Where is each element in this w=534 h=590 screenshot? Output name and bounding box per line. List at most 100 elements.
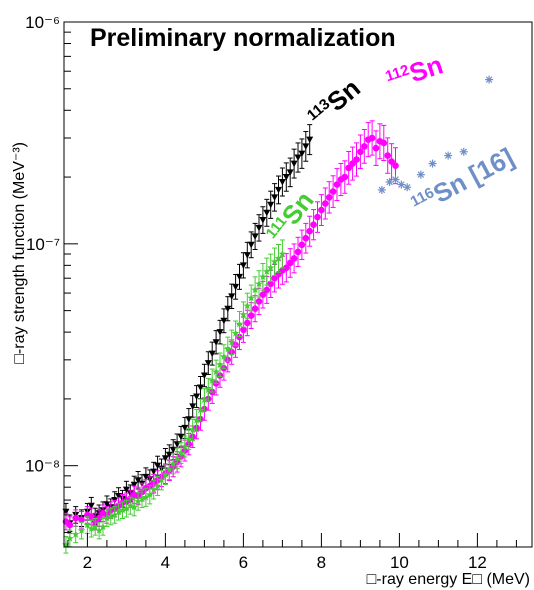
data-point	[306, 227, 314, 235]
data-point	[251, 233, 259, 240]
data-point	[193, 393, 201, 401]
y-axis-title: □-ray strength function (MeV⁻³)	[11, 142, 28, 364]
data-point	[263, 209, 271, 217]
data-point	[236, 333, 243, 341]
data-point	[286, 259, 294, 267]
data-point	[204, 360, 212, 367]
data-point	[200, 395, 209, 404]
data-point	[403, 183, 412, 192]
data-point	[243, 252, 251, 259]
data-point	[208, 350, 216, 358]
series-2	[62, 239, 287, 554]
x-tick-label: 4	[161, 553, 170, 572]
series-1	[62, 120, 399, 534]
data-point	[142, 473, 150, 481]
svg-text:112Sn: 112Sn	[383, 49, 447, 95]
data-point	[83, 521, 92, 529]
data-point	[255, 298, 263, 305]
data-point	[103, 501, 111, 508]
data-point	[384, 152, 392, 159]
data-point	[388, 158, 395, 165]
data-point	[212, 367, 220, 375]
data-point	[177, 449, 185, 457]
data-point	[72, 514, 79, 522]
data-point	[298, 150, 306, 158]
data-point	[294, 248, 302, 256]
data-point	[62, 540, 70, 548]
data-point	[149, 485, 158, 493]
data-point	[329, 188, 337, 195]
data-point	[235, 320, 244, 328]
data-point	[189, 403, 197, 410]
data-point	[77, 526, 86, 534]
data-point	[353, 156, 360, 163]
data-point	[146, 490, 154, 498]
data-point	[118, 506, 127, 514]
data-point	[130, 481, 138, 489]
data-point	[361, 143, 368, 150]
x-tick-label: 10	[390, 553, 409, 572]
data-point	[157, 476, 166, 484]
data-point	[142, 493, 150, 501]
label-112sn: 112Sn	[383, 49, 447, 95]
data-point	[87, 524, 96, 532]
data-point	[267, 201, 275, 209]
data-point	[255, 279, 263, 288]
svg-text:111Sn: 111Sn	[261, 186, 319, 249]
data-point	[286, 169, 294, 176]
data-point	[377, 185, 386, 194]
data-point	[270, 257, 279, 265]
data-point	[283, 264, 290, 272]
data-point	[134, 477, 142, 484]
data-point	[240, 326, 247, 334]
x-tick-label: 6	[239, 553, 248, 572]
data-point	[138, 494, 146, 502]
y-axis: 10⁻⁸ 10⁻⁷ 10⁻⁶	[25, 13, 78, 533]
data-point	[197, 384, 204, 392]
data-point	[247, 312, 255, 319]
data-point	[216, 360, 224, 368]
data-point	[266, 263, 275, 271]
data-point	[278, 179, 286, 186]
data-point	[294, 154, 302, 162]
data-point	[228, 293, 236, 300]
label-113sn: 113Sn	[304, 73, 366, 124]
data-point	[161, 455, 169, 462]
data-point	[239, 262, 247, 269]
data-point	[220, 317, 228, 325]
data-point	[181, 442, 189, 450]
data-point	[290, 160, 298, 168]
data-point	[397, 180, 406, 189]
data-point	[227, 338, 236, 346]
data-point	[290, 255, 298, 262]
data-point	[122, 504, 131, 512]
data-point	[212, 339, 220, 346]
data-point	[239, 310, 248, 318]
data-point	[114, 507, 123, 515]
data-point	[274, 254, 283, 262]
data-point	[325, 194, 333, 201]
data-point	[236, 273, 243, 281]
data-point	[192, 416, 201, 424]
data-point	[459, 147, 468, 156]
data-point	[87, 502, 95, 510]
data-point	[247, 241, 255, 249]
data-point	[110, 510, 119, 519]
data-point	[185, 434, 193, 443]
data-point	[247, 294, 255, 302]
data-point	[306, 136, 314, 144]
data-point	[95, 526, 103, 534]
data-point	[259, 291, 267, 298]
data-point	[165, 465, 174, 473]
data-point	[78, 516, 85, 524]
data-point	[322, 200, 329, 207]
data-point	[318, 206, 325, 214]
data-point	[259, 217, 267, 224]
data-point	[95, 514, 103, 522]
data-point	[271, 194, 279, 201]
data-point	[349, 160, 356, 167]
x-tick-label: 12	[468, 553, 487, 572]
data-point	[71, 530, 80, 538]
data-point	[224, 345, 232, 353]
